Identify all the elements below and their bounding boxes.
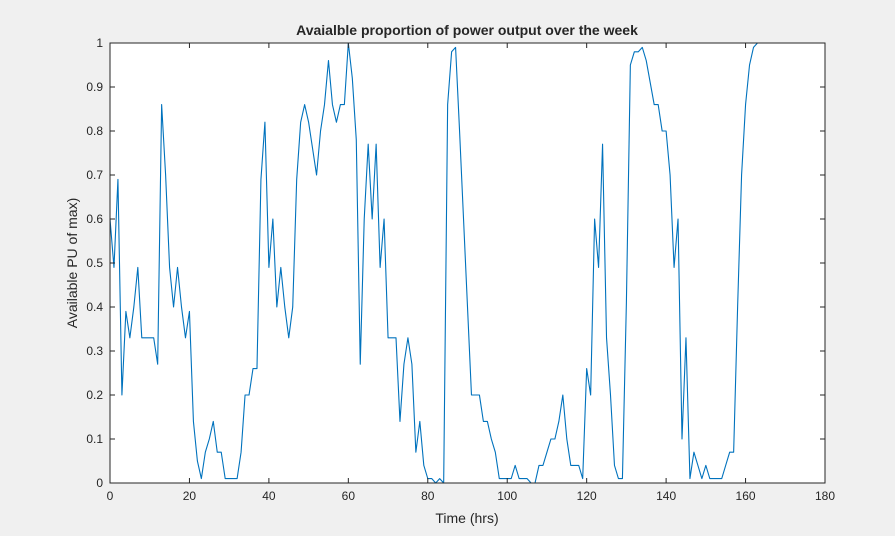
x-axis-label: Time (hrs) <box>435 510 498 526</box>
x-tick-label: 140 <box>656 489 676 503</box>
x-tick-label: 20 <box>183 489 197 503</box>
y-tick-label: 0.8 <box>86 124 103 138</box>
y-tick-label: 0.9 <box>86 80 103 94</box>
y-tick-label: 1 <box>96 36 103 50</box>
axis-ticks: 0 20 40 60 80 100 120 140 160 180 0 0.1 0.2 0.3 0.4 0.5… <box>86 36 835 503</box>
x-tick-label: 160 <box>736 489 756 503</box>
y-tick-label: 0.5 <box>86 256 103 270</box>
x-tick-label: 100 <box>497 489 517 503</box>
y-tick-label: 0 <box>96 476 103 490</box>
chart-title: Avaialble proportion of power output ove… <box>296 22 638 38</box>
y-tick-label: 0.4 <box>86 300 103 314</box>
y-tick-label: 0.3 <box>86 344 103 358</box>
x-tick-label: 180 <box>815 489 835 503</box>
x-tick-label: 60 <box>342 489 356 503</box>
y-tick-label: 0.6 <box>86 212 103 226</box>
x-tick-label: 80 <box>421 489 435 503</box>
plot-area <box>110 43 825 483</box>
y-axis-label: Available PU of max) <box>64 198 80 328</box>
x-tick-label: 40 <box>262 489 276 503</box>
x-tick-label: 0 <box>107 489 114 503</box>
y-tick-label: 0.7 <box>86 168 103 182</box>
y-tick-label: 0.1 <box>86 432 103 446</box>
x-tick-label: 120 <box>577 489 597 503</box>
y-tick-label: 0.2 <box>86 388 103 402</box>
